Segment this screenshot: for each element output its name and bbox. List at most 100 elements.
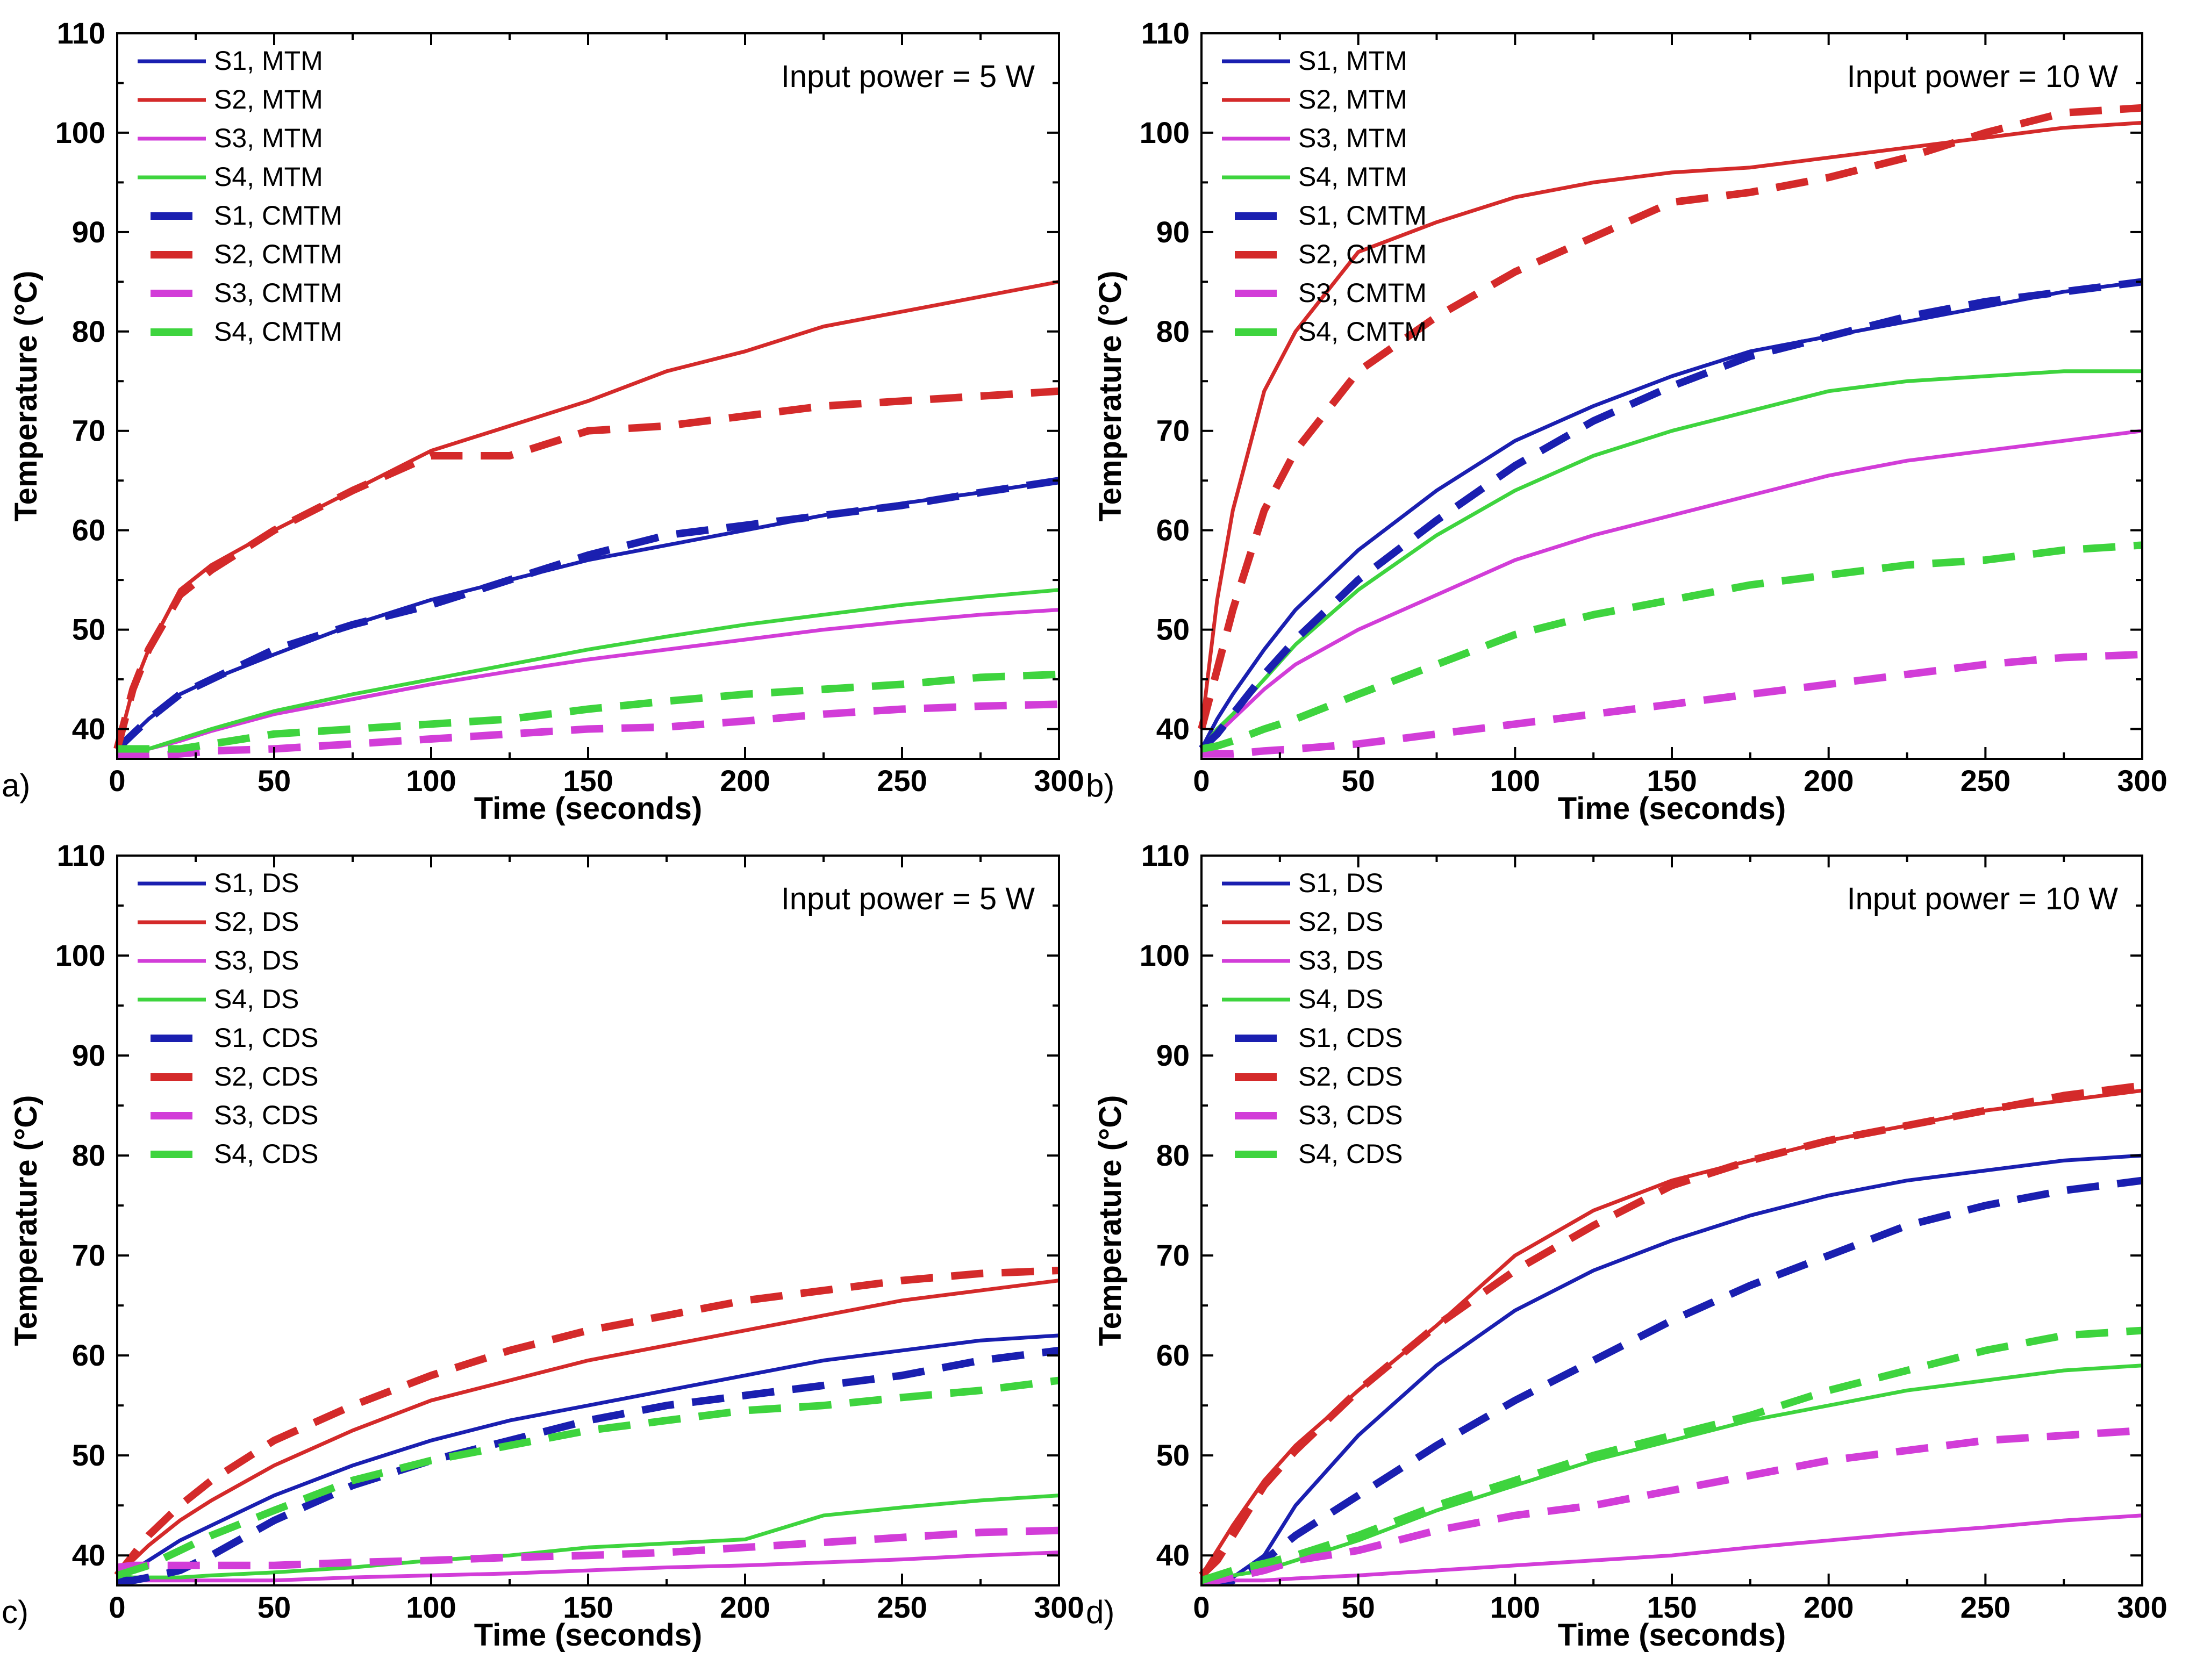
y-tick-label: 60 [72,513,105,547]
input-power-annotation: Input power = 5 W [781,59,1035,94]
legend-label: S3, CDS [214,1100,319,1130]
series-line-s3-ds [117,1550,1060,1583]
legend-label: S3, MTM [214,123,323,153]
y-tick-label: 110 [57,16,105,50]
series-group [1199,1081,2143,1584]
y-tick-label: 70 [1156,1238,1190,1272]
legend-label: S2, DS [1298,907,1383,937]
series-line-s3-cds [1201,1426,2143,1584]
panel-b: 0 50 100 150 200 250 300 40 50 60 70 80 90 100 110 Time… [1086,16,2167,826]
legend-label: S3, DS [214,945,299,975]
panel-label: b) [1086,767,1114,803]
legend-label: S3, MTM [1298,123,1407,153]
x-tick-label: 0 [109,1590,125,1624]
y-axis-title: Temperature (°C) [9,271,44,522]
x-tick-label: 300 [2117,764,2167,798]
legend-label: S2, CMTM [1298,239,1427,269]
x-tick-label: 150 [1647,764,1697,798]
legend-label: S1, CMTM [214,200,342,231]
x-tick-label: 200 [1804,1590,1854,1624]
y-tick-label: 50 [1156,1438,1190,1472]
legend-label: S1, DS [1298,868,1383,898]
legend: S1, MTM S2, MTM S3, MTM S4, MTM S1, CMTM S2, … [138,46,342,347]
panel-label: d) [1086,1594,1114,1630]
legend-label: S1, CDS [214,1023,319,1053]
series-group [1198,104,2143,758]
y-tick-label: 110 [1141,838,1190,872]
series-line-s3-cmtm [117,700,1060,760]
y-tick-label: 80 [1156,1138,1190,1172]
x-tick-label: 100 [406,764,456,798]
input-power-annotation: Input power = 10 W [1847,59,2118,94]
y-tick-label: 90 [72,1038,105,1072]
x-tick-label: 150 [563,764,613,798]
input-power-annotation: Input power = 10 W [1847,881,2118,916]
legend-label: S2, DS [214,907,299,937]
y-tick-label: 110 [57,838,105,872]
panel-a: 0 50 100 150 200 250 300 40 50 60 70 80 90 100 110 Time… [2,16,1084,826]
legend-label: S4, DS [214,984,299,1014]
legend-label: S1, MTM [214,46,323,76]
x-tick-label: 300 [1034,764,1084,798]
legend-label: S4, CDS [214,1139,319,1169]
y-tick-label: 80 [72,314,105,348]
series-line-s4-ds [1201,1363,2143,1583]
x-tick-label: 250 [877,1590,927,1624]
series-line-s2-cmtm [1198,104,2143,730]
y-tick-label: 40 [1156,1538,1190,1572]
x-tick-label: 250 [1961,764,2011,798]
x-tick-label: 0 [1193,764,1210,798]
legend-label: S4, CDS [1298,1139,1403,1169]
series-line-s2-mtm [115,279,1060,750]
legend-label: S1, CMTM [1298,200,1427,231]
x-tick-label: 100 [406,1590,456,1624]
series-line-s4-ds [117,1494,1060,1580]
x-tick-label: 0 [109,764,125,798]
y-tick-label: 90 [1156,1038,1190,1072]
series-line-s3-mtm [1200,429,2143,751]
series-line-s2-cds [1199,1081,2143,1578]
legend-label: S2, CMTM [214,239,342,269]
x-axis-title: Time (seconds) [474,1618,702,1653]
legend: S1, DS S2, DS S3, DS S4, DS S1, CDS S2, CDS S3… [1222,868,1403,1169]
legend: S1, DS S2, DS S3, DS S4, DS S1, CDS S2, CDS S3… [138,868,319,1169]
panel-c: 0 50 100 150 200 250 300 40 50 60 70 80 90 100 110 Time… [2,838,1084,1653]
legend-label: S3, CMTM [214,278,342,308]
legend-label: S2, CDS [214,1061,319,1092]
y-tick-label: 70 [72,414,105,448]
y-tick-label: 80 [1156,314,1190,348]
legend-label: S4, MTM [214,162,323,192]
y-tick-label: 100 [55,938,105,972]
y-tick-label: 90 [72,215,105,249]
series-line-s4-cmtm [117,670,1060,753]
y-axis-title: Temperature (°C) [1093,271,1128,522]
y-tick-label: 100 [55,116,105,149]
y-axis-title: Temperature (°C) [1093,1095,1128,1346]
x-tick-label: 50 [257,764,291,798]
x-tick-label: 200 [720,764,770,798]
legend-label: S3, DS [1298,945,1383,975]
legend-label: S3, CMTM [1298,278,1427,308]
x-tick-label: 250 [1961,1590,2011,1624]
series-line-s2-ds [116,1279,1060,1577]
legend-label: S2, CDS [1298,1061,1403,1092]
y-axis-title: Temperature (°C) [9,1095,44,1346]
x-tick-label: 250 [877,764,927,798]
y-tick-label: 90 [1156,215,1190,249]
y-tick-label: 100 [1140,938,1190,972]
series-line-s3-cmtm [1201,650,2143,758]
y-tick-label: 60 [1156,1338,1190,1372]
legend-label: S2, MTM [1298,84,1407,114]
y-tick-label: 50 [72,1438,105,1472]
legend-label: S4, DS [1298,984,1383,1014]
series-line-s4-mtm [117,588,1060,753]
series-line-s3-ds [1201,1513,2143,1583]
x-tick-label: 200 [720,1590,770,1624]
series-line-s4-cds [116,1376,1060,1580]
series-line-s2-cds [114,1267,1060,1578]
panel-label: c) [2,1594,28,1630]
x-tick-label: 50 [1342,1590,1375,1624]
legend: S1, MTM S2, MTM S3, MTM S4, MTM S1, CMTM S2, … [1222,46,1427,347]
legend-label: S2, MTM [214,84,323,114]
